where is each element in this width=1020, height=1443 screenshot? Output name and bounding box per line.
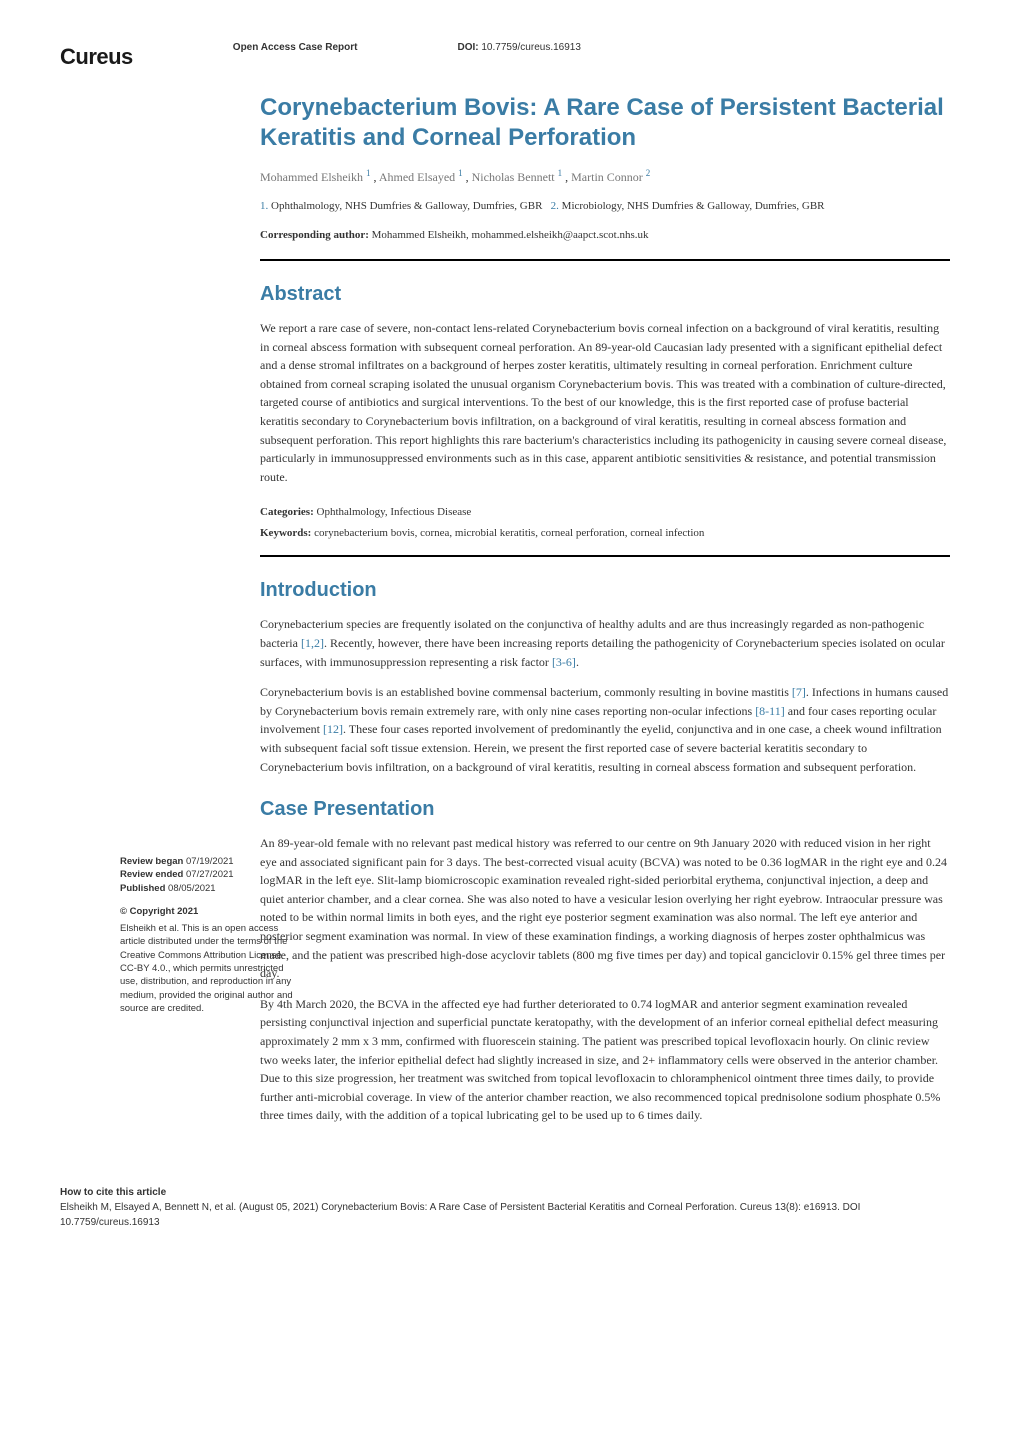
abstract-paragraph: We report a rare case of severe, non-con… (260, 319, 950, 486)
published-label: Published (120, 883, 165, 894)
rule (260, 259, 950, 261)
footer-cite-text: Elsheikh M, Elsayed A, Bennett N, et al.… (60, 1200, 960, 1230)
section-heading-abstract: Abstract (260, 279, 950, 309)
categories-label: Categories: (260, 506, 314, 518)
case-paragraph-1: An 89-year-old female with no relevant p… (260, 834, 950, 983)
header-row: Cureus Open Access Case Report DOI: 10.7… (60, 40, 960, 73)
intro-paragraph-1: Corynebacterium species are frequently i… (260, 615, 950, 671)
intro-paragraph-2: Corynebacterium bovis is an established … (260, 683, 950, 776)
main-content: Corynebacterium Bovis: A Rare Case of Pe… (260, 93, 960, 1125)
page-container: Cureus Open Access Case Report DOI: 10.7… (60, 40, 960, 1230)
author-list: Mohammed Elsheikh 1 , Ahmed Elsayed 1 , … (260, 167, 950, 186)
journal-logo: Cureus (60, 40, 133, 73)
categories-text: Ophthalmology, Infectious Disease (317, 506, 472, 518)
affiliation-number: 2. (551, 200, 559, 212)
doi-block: DOI: 10.7759/cureus.16913 (457, 40, 580, 55)
author-aff-sup: 1 (558, 168, 563, 178)
access-type: Open Access Case Report (233, 40, 358, 55)
keywords-label: Keywords: (260, 527, 311, 539)
corresponding-author: Corresponding author: Mohammed Elsheikh,… (260, 227, 950, 244)
review-began-label: Review began (120, 856, 183, 867)
intro-p1-post: . (576, 655, 579, 669)
copyright-text: Elsheikh et al. This is an open access a… (120, 922, 300, 1015)
author: Nicholas Bennett (472, 170, 555, 184)
citation-link[interactable]: [7] (792, 685, 806, 699)
citation-link[interactable]: [3-6] (552, 655, 576, 669)
affiliation-number: 1. (260, 200, 268, 212)
copyright-heading: © Copyright 2021 (120, 905, 300, 918)
author-aff-sup: 1 (458, 168, 463, 178)
author: Martin Connor (571, 170, 643, 184)
review-ended-date: 07/27/2021 (186, 869, 234, 880)
intro-p2-d: . These four cases reported involvement … (260, 722, 942, 773)
doi-value: 10.7759/cureus.16913 (481, 42, 581, 53)
affiliations: 1. Ophthalmology, NHS Dumfries & Gallowa… (260, 198, 950, 215)
keywords-text: corynebacterium bovis, cornea, microbial… (314, 527, 704, 539)
published-date: 08/05/2021 (168, 883, 216, 894)
author-aff-sup: 1 (366, 168, 371, 178)
affiliation-text: Ophthalmology, NHS Dumfries & Galloway, … (271, 200, 542, 212)
article-title: Corynebacterium Bovis: A Rare Case of Pe… (260, 93, 950, 153)
footer-cite-label: How to cite this article (60, 1185, 960, 1200)
intro-p1-mid: . Recently, however, there have been inc… (260, 636, 945, 669)
section-heading-introduction: Introduction (260, 575, 950, 605)
section-heading-case: Case Presentation (260, 794, 950, 824)
citation-link[interactable]: [1,2] (301, 636, 324, 650)
author: Ahmed Elsayed (379, 170, 455, 184)
review-meta: Review began 07/19/2021 Review ended 07/… (120, 855, 300, 1015)
review-ended-label: Review ended (120, 869, 183, 880)
citation-link[interactable]: [8-11] (755, 704, 785, 718)
categories: Categories: Ophthalmology, Infectious Di… (260, 504, 950, 521)
access-type-block: Open Access Case Report (233, 40, 358, 55)
case-paragraph-2: By 4th March 2020, the BCVA in the affec… (260, 995, 950, 1125)
intro-p2-a: Corynebacterium bovis is an established … (260, 685, 792, 699)
affiliation-text: Microbiology, NHS Dumfries & Galloway, D… (562, 200, 825, 212)
rule (260, 555, 950, 557)
keywords: Keywords: corynebacterium bovis, cornea,… (260, 525, 950, 542)
corresponding-label: Corresponding author: (260, 229, 369, 241)
review-began-date: 07/19/2021 (186, 856, 234, 867)
corresponding-text: Mohammed Elsheikh, mohammed.elsheikh@aap… (372, 229, 649, 241)
doi-label: DOI: (457, 42, 478, 53)
sidebar: Review began 07/19/2021 Review ended 07/… (120, 855, 300, 1015)
author: Mohammed Elsheikh (260, 170, 363, 184)
footer-citation: How to cite this article Elsheikh M, Els… (60, 1185, 960, 1230)
citation-link[interactable]: [12] (323, 722, 343, 736)
author-aff-sup: 2 (646, 168, 651, 178)
